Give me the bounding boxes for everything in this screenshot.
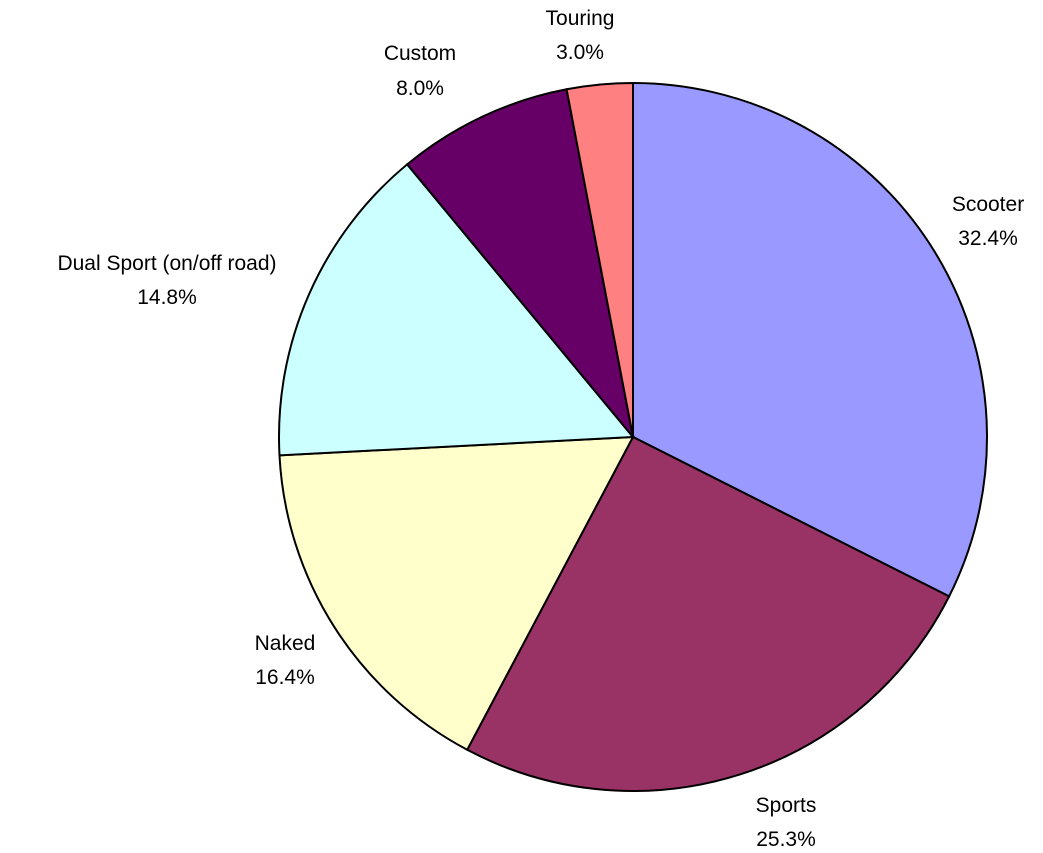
pie-slice-sports <box>465 435 951 792</box>
pie-slice-touring <box>565 81 634 438</box>
slice-label-scooter: Scooter <box>952 193 1024 216</box>
slice-value-custom: 8.0% <box>396 77 444 100</box>
pie-slice-scooter <box>632 81 988 598</box>
slice-label-custom: Custom <box>384 42 456 65</box>
pie-slice-custom <box>405 88 634 438</box>
slice-label-naked: Naked <box>255 632 316 655</box>
slice-value-dual-sport-on-off-road: 14.8% <box>137 286 197 309</box>
pie-slice-naked <box>278 435 635 752</box>
slice-label-touring: Touring <box>546 7 615 30</box>
slice-value-naked: 16.4% <box>255 666 315 689</box>
slice-value-touring: 3.0% <box>556 41 604 64</box>
pie-slices <box>278 81 988 792</box>
slice-value-sports: 25.3% <box>756 828 816 851</box>
pie-labels: Scooter 32.4% Sports 25.3% Naked 16.4% Dual Sp… <box>57 7 1024 851</box>
pie-slice-dual-sport-on-off-road <box>278 162 636 457</box>
slice-label-dual-sport-on-off-road: Dual Sport (on/off road) <box>57 252 276 275</box>
slice-value-scooter: 32.4% <box>958 227 1018 250</box>
slice-label-sports: Sports <box>756 794 817 817</box>
